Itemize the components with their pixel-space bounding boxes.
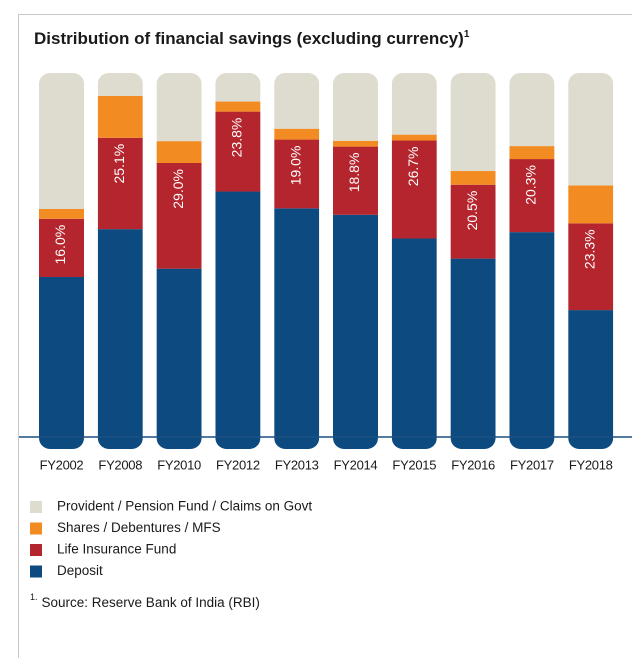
legend-label: Shares / Debentures / MFS — [57, 520, 221, 535]
x-tick-label: FY2015 — [392, 457, 436, 472]
legend-label: Provident / Pension Fund / Claims on Gov… — [57, 499, 312, 514]
bar-segment — [97, 229, 143, 449]
bar — [509, 73, 555, 449]
bar-segment — [391, 140, 437, 239]
bar-segment — [39, 277, 84, 449]
bar-segment — [333, 146, 378, 215]
bar-segment — [450, 73, 496, 172]
bar-segment — [215, 101, 261, 112]
legend-swatch — [30, 544, 42, 556]
legend-swatch — [30, 565, 42, 578]
bar-segment — [509, 146, 555, 160]
value-label: 26.7% — [405, 147, 421, 187]
bar-segment — [333, 214, 378, 449]
bar-segment — [215, 111, 261, 192]
bar — [450, 73, 496, 449]
legend-swatch — [30, 522, 42, 535]
value-label: 20.3% — [523, 165, 539, 205]
legend-swatch — [30, 501, 42, 513]
bar — [39, 73, 84, 449]
footnote: 1. Source: Reserve Bank of India (RBI) — [30, 592, 260, 609]
bar-segment — [391, 134, 437, 141]
x-tick-label: FY2010 — [157, 457, 201, 472]
bar-segment — [568, 73, 614, 186]
legend-label: Life Insurance Fund — [57, 542, 176, 557]
value-label: 16.0% — [52, 225, 68, 265]
bar-segment — [450, 258, 496, 449]
x-tick-label: FY2014 — [334, 457, 378, 472]
bar-segment — [156, 162, 202, 269]
bar-segment — [274, 208, 320, 449]
bar — [156, 73, 202, 449]
x-tick-label: FY2018 — [569, 457, 613, 472]
bar-segment — [97, 73, 143, 96]
bar — [391, 73, 437, 449]
bar-segment — [568, 185, 614, 224]
value-label: 18.8% — [346, 153, 362, 193]
bar-segment — [509, 232, 555, 449]
bar-segment — [215, 191, 261, 449]
bar-segment — [333, 140, 378, 147]
bar-segment — [39, 218, 84, 277]
bar-segment — [509, 159, 555, 233]
footnote-marker: 1. — [30, 592, 38, 602]
bar-segment — [509, 73, 555, 147]
bar-segment — [450, 184, 496, 259]
bar-segment — [391, 73, 437, 135]
x-tick-label: FY2016 — [451, 457, 495, 472]
title-note: 1 — [464, 29, 470, 40]
chart-title: Distribution of financial savings (exclu… — [34, 29, 470, 49]
bar-segment — [39, 209, 84, 219]
value-label: 25.1% — [111, 144, 127, 184]
bar-segment — [97, 137, 143, 230]
bar — [333, 73, 378, 449]
x-tick-label: FY2012 — [216, 457, 260, 472]
value-label: 29.0% — [170, 169, 186, 209]
bar-segment — [215, 73, 261, 102]
bar-segment — [450, 171, 496, 185]
bar-segment — [274, 73, 320, 129]
bar-segment — [274, 139, 320, 209]
frame — [18, 14, 632, 658]
bar-segment — [274, 128, 320, 140]
value-label: 19.0% — [287, 146, 303, 186]
bar-segment — [97, 95, 143, 138]
bar — [274, 73, 320, 449]
title-text: Distribution of financial savings (exclu… — [34, 29, 464, 48]
x-tick-label: FY2013 — [275, 457, 319, 472]
value-label: 23.3% — [581, 229, 597, 269]
bar — [97, 73, 143, 449]
value-label: 20.5% — [464, 191, 480, 231]
legend-label: Deposit — [57, 563, 103, 578]
x-tick-label: FY2017 — [510, 457, 554, 472]
bar — [215, 73, 261, 449]
x-tick-label: FY2002 — [40, 457, 84, 472]
bar-segment — [39, 73, 84, 209]
bar-segment — [333, 73, 378, 141]
bar-segment — [156, 141, 202, 163]
value-label: 23.8% — [229, 118, 245, 158]
bar-segment — [568, 223, 614, 311]
bar-segment — [391, 238, 437, 449]
x-tick-label: FY2008 — [98, 457, 142, 472]
footnote-text: Source: Reserve Bank of India (RBI) — [42, 595, 260, 610]
bar — [568, 73, 614, 449]
bar-segment — [568, 310, 614, 449]
bar-segment — [156, 268, 202, 449]
bar-segment — [156, 73, 202, 142]
